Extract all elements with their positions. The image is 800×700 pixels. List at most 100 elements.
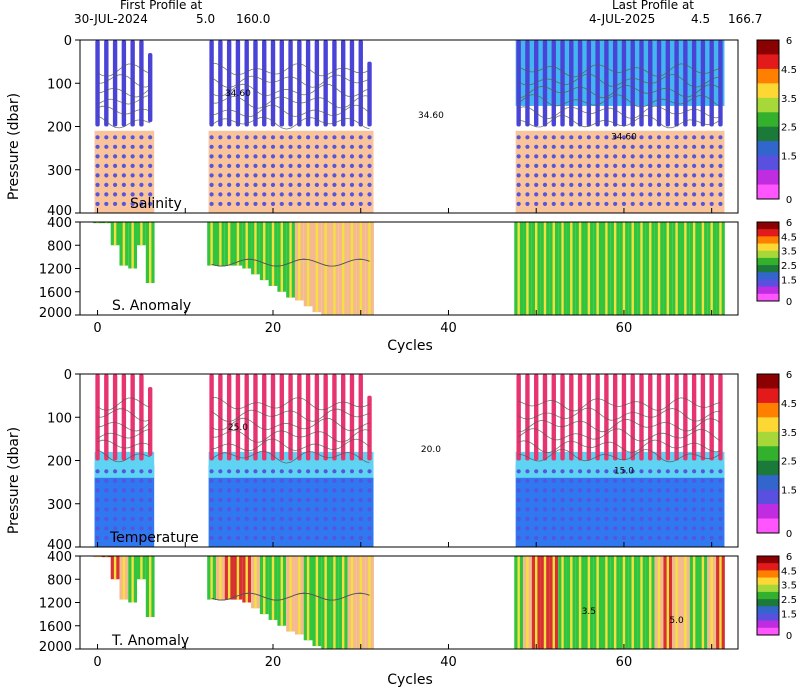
sample-dot <box>595 469 600 474</box>
sample-dot <box>358 201 363 207</box>
sample-dot <box>209 163 214 168</box>
anomaly-stripe <box>105 222 108 224</box>
anomaly-stripe <box>342 222 345 315</box>
anomaly-stripe <box>359 556 362 649</box>
sample-dot <box>130 469 135 474</box>
sample-dot <box>253 469 258 474</box>
colorbar-swatch <box>757 446 779 462</box>
sample-dot <box>595 507 600 512</box>
x-tick-label: 60 <box>616 321 633 336</box>
sample-dot <box>323 163 328 168</box>
anomaly-stripe <box>684 556 687 649</box>
sample-dot <box>244 526 249 531</box>
sample-dot <box>613 497 618 502</box>
sample-dot <box>595 135 600 140</box>
profile-bar <box>112 374 118 461</box>
sample-dot <box>279 488 284 493</box>
x-axis-title: Cycles <box>387 338 433 354</box>
sample-dot <box>683 469 688 474</box>
sample-dot <box>639 192 644 197</box>
sample-dot <box>700 173 706 178</box>
sample-dot <box>209 535 214 541</box>
sample-dot <box>700 144 706 149</box>
anomaly-stripe <box>271 222 275 286</box>
sample-dot <box>227 144 232 149</box>
sample-dot <box>560 469 565 474</box>
contour-line <box>518 63 721 78</box>
anomaly-stripe <box>254 556 257 609</box>
sample-dot <box>139 201 144 207</box>
contour-line <box>97 397 151 411</box>
sample-dot <box>569 516 574 521</box>
colorbar-tick-label: 3.5 <box>781 247 797 258</box>
sample-dot <box>341 182 346 187</box>
sample-dot <box>148 497 153 502</box>
colorbar-tick-label: 4.5 <box>781 232 797 243</box>
sample-dot <box>639 182 644 187</box>
sample-dot <box>560 201 565 207</box>
sample-dot <box>621 154 627 159</box>
sample-dot <box>683 173 688 178</box>
sample-dot <box>218 144 223 149</box>
colorbar-tick-label: 1.5 <box>781 609 797 620</box>
sample-dot <box>349 154 355 159</box>
sample-dot <box>648 144 653 149</box>
sample-dot <box>674 497 679 502</box>
sample-dot <box>656 144 662 149</box>
sample-dot <box>235 507 241 512</box>
sample-dot <box>104 201 109 207</box>
sample-dot <box>534 488 539 493</box>
plot-area <box>94 374 725 547</box>
anomaly-stripe <box>666 222 670 315</box>
anomaly-stripe <box>315 222 319 313</box>
sample-dot <box>586 497 591 502</box>
sample-dot <box>288 135 293 140</box>
y-tick-label: 200 <box>47 455 72 470</box>
sample-dot <box>235 135 241 140</box>
anomaly-stripe <box>561 222 564 315</box>
sample-dot <box>349 163 355 168</box>
sample-dot <box>244 173 249 178</box>
profile-bar <box>288 40 293 127</box>
sample-dot <box>604 135 609 140</box>
sample-dot <box>297 192 302 197</box>
sample-dot <box>358 516 363 521</box>
profile-bar <box>709 374 714 461</box>
contour-line <box>97 74 151 88</box>
sample-dot <box>595 192 600 197</box>
profile-bar <box>595 374 600 461</box>
sample-dot <box>700 192 706 197</box>
last-profile-lon: 166.7 <box>728 12 762 26</box>
sample-dot <box>630 163 635 168</box>
colorbar-swatch <box>757 250 779 259</box>
sample-dot <box>279 535 284 541</box>
anomaly-stripe <box>342 556 345 649</box>
sample-dot <box>227 173 232 178</box>
sample-dot <box>227 516 232 521</box>
sample-dot <box>718 507 723 512</box>
sample-dot <box>542 516 548 521</box>
sample-dot <box>235 516 241 521</box>
contour-line <box>97 105 151 115</box>
sample-dot <box>218 516 223 521</box>
sample-dot <box>700 535 706 541</box>
sample-dot <box>288 154 293 159</box>
profile-bar <box>341 40 346 127</box>
anomaly-stripe <box>254 222 257 275</box>
sample-dot <box>270 478 276 483</box>
sample-dot <box>323 535 328 541</box>
sample-dot <box>630 535 635 541</box>
sample-dot <box>306 182 311 187</box>
sample-dot <box>656 478 662 483</box>
sample-dot <box>525 478 530 483</box>
sample-dot <box>332 526 337 531</box>
sample-dot <box>253 488 258 493</box>
profile-bar <box>691 40 697 127</box>
sample-dot <box>253 163 258 168</box>
colorbar-tick-label: 3.5 <box>781 581 797 592</box>
sample-dot <box>665 497 670 502</box>
sample-dot <box>525 526 530 531</box>
sample-dot <box>534 535 539 541</box>
sample-dot <box>613 192 618 197</box>
colorbar-tick-label: 6 <box>786 218 792 229</box>
